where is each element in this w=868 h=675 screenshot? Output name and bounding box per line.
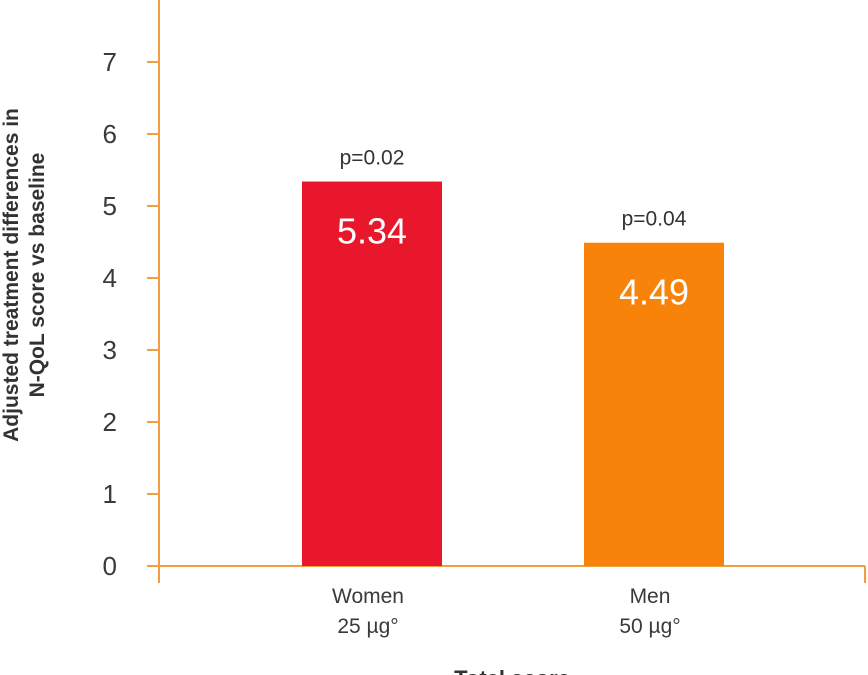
y-axis-title-line: N-QoL score vs baseline xyxy=(26,153,49,398)
bar xyxy=(584,242,724,566)
x-category-label: 50 µg° xyxy=(619,615,680,638)
bars xyxy=(302,181,724,566)
x-axis-title: Total score xyxy=(454,666,570,675)
axis-titles: Adjusted treatment differences in N-QoL s… xyxy=(0,108,570,675)
bar-value-label: 5.34 xyxy=(337,211,407,252)
data-labels: 5.34 p=0.02 4.49 p=0.04 xyxy=(337,147,689,313)
y-tick-label: 1 xyxy=(103,479,117,509)
x-category-label: Women xyxy=(332,585,404,608)
y-axis-title: Adjusted treatment differences in N-QoL s… xyxy=(0,108,49,442)
y-tick-label: 2 xyxy=(103,407,117,437)
y-tick-label: 3 xyxy=(103,335,117,365)
y-tick-label: 7 xyxy=(103,47,117,77)
y-tick-label: 4 xyxy=(103,263,117,293)
p-value-label: p=0.04 xyxy=(622,208,687,231)
x-axis: Women 25 µg° Men 50 µg° xyxy=(159,565,866,638)
y-tick-label: 0 xyxy=(103,551,117,581)
y-tick-label: 5 xyxy=(103,191,117,221)
y-axis-title-line: Adjusted treatment differences in xyxy=(0,108,23,442)
bar xyxy=(302,181,442,566)
y-tick-label: 8 xyxy=(103,0,117,5)
x-category-label: 25 µg° xyxy=(337,615,398,638)
y-tick-label: 6 xyxy=(103,119,117,149)
x-category-label: Men xyxy=(630,585,671,608)
y-axis: 0 1 2 3 4 5 6 7 8 xyxy=(103,0,160,583)
p-value-label: p=0.02 xyxy=(340,147,405,170)
bar-value-label: 4.49 xyxy=(619,272,689,313)
